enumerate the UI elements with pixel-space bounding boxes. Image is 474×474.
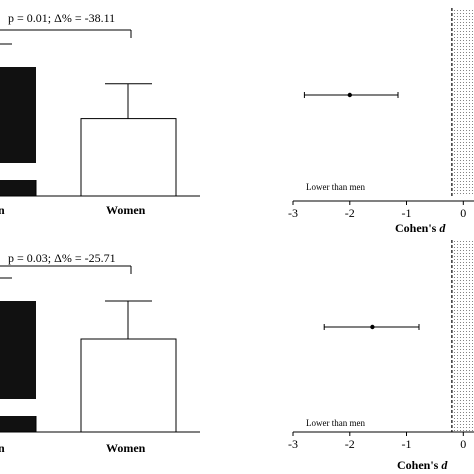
forest-ticks-bottom: -3 -2 -1 0 xyxy=(288,432,466,451)
effect-point-top xyxy=(347,92,352,98)
category-label-men-bottom: n xyxy=(0,441,5,455)
axis-title-italic-top: d xyxy=(439,221,446,235)
women-bar-bottom xyxy=(80,338,177,433)
women-bar-top xyxy=(80,118,177,197)
category-label-women-top: Women xyxy=(106,203,146,217)
negligible-effect-band-top xyxy=(451,8,474,196)
forest-tick-label: -1 xyxy=(402,206,412,220)
forest-panel-bottom: -3 -2 -1 0 Lower than men Cohen's d xyxy=(288,240,474,472)
forest-tick-label: -3 xyxy=(288,437,298,451)
bar-panel-top: p = 0.01; Δ% = -38.11 n Women xyxy=(0,11,200,217)
forest-tick-label: -1 xyxy=(402,437,412,451)
forest-tick-label: -2 xyxy=(345,206,355,220)
axis-title-text-bottom: Cohen's xyxy=(397,458,441,472)
axis-title-italic-bottom: d xyxy=(441,458,448,472)
axis-title-text-top: Cohen's xyxy=(395,221,439,235)
effect-point-bottom xyxy=(370,324,375,330)
forest-ticks-top: -3 -2 -1 0 xyxy=(288,201,466,220)
significance-text-top: p = 0.01; Δ% = -38.11 xyxy=(8,11,115,25)
forest-tick-label: -2 xyxy=(345,437,355,451)
significance-text-bottom: p = 0.03; Δ% = -25.71 xyxy=(8,251,116,265)
forest-tick-label: 0 xyxy=(460,206,466,220)
annotation-lower-than-men-top: Lower than men xyxy=(306,182,365,192)
forest-x-title-top: Cohen's d xyxy=(395,221,446,235)
forest-x-title-bottom: Cohen's d xyxy=(397,458,448,472)
category-label-men-top: n xyxy=(0,203,5,217)
negligible-effect-band-bottom xyxy=(451,240,474,432)
annotation-lower-than-men-bottom: Lower than men xyxy=(306,418,365,428)
forest-tick-label: -3 xyxy=(288,206,298,220)
forest-tick-label: 0 xyxy=(460,437,466,451)
category-label-women-bottom: Women xyxy=(106,441,146,455)
bar-panel-bottom: p = 0.03; Δ% = -25.71 n Women xyxy=(0,251,200,455)
axis-break-gap xyxy=(0,163,40,180)
axis-break-gap xyxy=(0,399,40,416)
forest-panel-top: -3 -2 -1 0 Lower than men Cohen's d xyxy=(288,8,474,235)
